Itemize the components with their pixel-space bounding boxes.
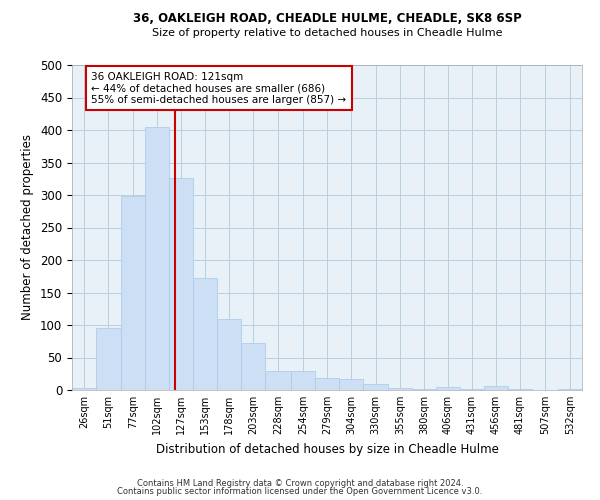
Bar: [315, 378, 339, 390]
Bar: [388, 388, 412, 390]
Bar: [484, 386, 508, 390]
Bar: [241, 342, 265, 390]
Bar: [193, 278, 217, 390]
Text: Contains HM Land Registry data © Crown copyright and database right 2024.: Contains HM Land Registry data © Crown c…: [137, 478, 463, 488]
Bar: [217, 319, 241, 390]
Y-axis label: Number of detached properties: Number of detached properties: [22, 134, 34, 320]
Bar: [339, 379, 363, 390]
Bar: [436, 387, 460, 390]
Text: Contains public sector information licensed under the Open Government Licence v3: Contains public sector information licen…: [118, 487, 482, 496]
Text: 36, OAKLEIGH ROAD, CHEADLE HULME, CHEADLE, SK8 6SP: 36, OAKLEIGH ROAD, CHEADLE HULME, CHEADL…: [133, 12, 521, 26]
Text: Size of property relative to detached houses in Cheadle Hulme: Size of property relative to detached ho…: [152, 28, 502, 38]
Text: 36 OAKLEIGH ROAD: 121sqm
← 44% of detached houses are smaller (686)
55% of semi-: 36 OAKLEIGH ROAD: 121sqm ← 44% of detach…: [91, 72, 346, 104]
Bar: [96, 328, 121, 390]
Bar: [121, 196, 145, 390]
Bar: [291, 370, 315, 390]
X-axis label: Distribution of detached houses by size in Cheadle Hulme: Distribution of detached houses by size …: [155, 442, 499, 456]
Bar: [72, 388, 96, 390]
Bar: [169, 178, 193, 390]
Bar: [363, 384, 388, 390]
Bar: [265, 370, 291, 390]
Bar: [145, 128, 169, 390]
